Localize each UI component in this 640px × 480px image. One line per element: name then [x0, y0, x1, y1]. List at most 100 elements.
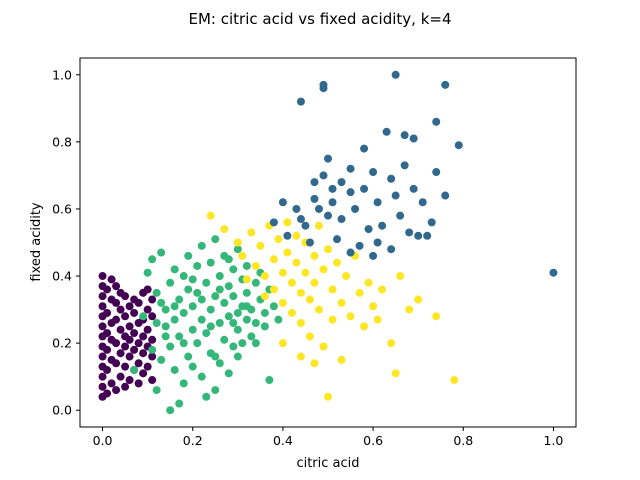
data-point: [432, 117, 441, 126]
data-point: [405, 305, 414, 314]
data-point: [247, 332, 256, 341]
data-point: [112, 386, 121, 395]
data-point: [139, 349, 148, 358]
data-point: [143, 268, 152, 277]
data-point: [274, 235, 283, 244]
data-point: [121, 382, 130, 391]
data-point: [233, 238, 242, 247]
data-point: [333, 258, 342, 267]
data-point: [432, 168, 441, 177]
data-point: [229, 292, 238, 301]
data-point: [256, 241, 265, 250]
data-point: [414, 231, 423, 240]
y-axis-label: fixed acidity: [29, 202, 44, 282]
data-point: [310, 178, 319, 187]
data-point: [233, 245, 242, 254]
data-point: [184, 285, 193, 294]
data-point: [364, 225, 373, 234]
data-point: [202, 329, 211, 338]
data-point: [107, 275, 116, 284]
data-point: [314, 204, 323, 213]
data-point: [292, 258, 301, 267]
data-point: [423, 231, 432, 240]
y-tick-label: 0.4: [52, 269, 72, 284]
data-point: [175, 332, 184, 341]
data-point: [319, 171, 328, 180]
data-point: [112, 315, 121, 324]
data-point: [125, 302, 134, 311]
data-point: [161, 305, 170, 314]
data-point: [396, 211, 405, 220]
data-point: [220, 225, 229, 234]
data-point: [233, 352, 242, 361]
data-point: [391, 70, 400, 79]
data-point: [206, 258, 215, 267]
data-point: [125, 322, 134, 331]
data-point: [215, 359, 224, 368]
data-point: [229, 319, 238, 328]
data-point: [369, 251, 378, 260]
data-point: [184, 251, 193, 260]
data-point: [161, 322, 170, 331]
data-point: [387, 245, 396, 254]
data-point: [143, 362, 152, 371]
data-point: [342, 272, 351, 281]
data-point: [211, 292, 220, 301]
data-point: [355, 241, 364, 250]
data-point: [324, 211, 332, 220]
data-point: [269, 218, 278, 227]
data-point: [387, 174, 396, 183]
data-point: [98, 272, 107, 281]
data-point: [179, 379, 188, 388]
data-point: [211, 352, 220, 361]
data-point: [301, 221, 310, 230]
data-point: [283, 248, 292, 257]
data-point: [112, 339, 121, 348]
data-point: [166, 278, 175, 287]
data-point: [373, 198, 382, 207]
data-point: [175, 399, 184, 408]
data-point: [152, 288, 161, 297]
data-point: [197, 315, 206, 324]
data-point: [287, 308, 296, 317]
data-point: [269, 285, 278, 294]
data-point: [112, 282, 121, 291]
data-point: [296, 352, 305, 361]
data-point: [238, 339, 247, 348]
data-point: [224, 369, 233, 378]
data-point: [206, 211, 215, 220]
data-point: [157, 355, 166, 364]
data-point: [328, 285, 337, 294]
data-point: [269, 302, 278, 311]
data-point: [278, 268, 287, 277]
data-point: [454, 141, 463, 150]
y-tick-label: 0.6: [52, 201, 72, 216]
data-point: [224, 312, 233, 321]
data-point: [324, 392, 332, 401]
data-point: [310, 251, 319, 260]
data-point: [378, 285, 387, 294]
points-layer: [98, 70, 558, 415]
data-point: [179, 272, 188, 281]
data-point: [283, 218, 292, 227]
data-point: [269, 255, 278, 264]
data-point: [116, 349, 125, 358]
data-point: [310, 194, 319, 203]
data-point: [292, 231, 301, 240]
data-point: [197, 295, 206, 304]
data-point: [148, 295, 157, 304]
data-point: [152, 319, 161, 328]
data-point: [188, 302, 197, 311]
y-tick-label: 1.0: [52, 67, 72, 82]
data-point: [229, 265, 238, 274]
data-point: [103, 308, 112, 317]
data-point: [202, 392, 211, 401]
data-point: [229, 342, 238, 351]
data-point: [170, 302, 179, 311]
data-point: [166, 342, 175, 351]
data-point: [333, 235, 342, 244]
data-point: [319, 80, 328, 89]
data-point: [238, 251, 247, 260]
data-point: [260, 322, 269, 331]
